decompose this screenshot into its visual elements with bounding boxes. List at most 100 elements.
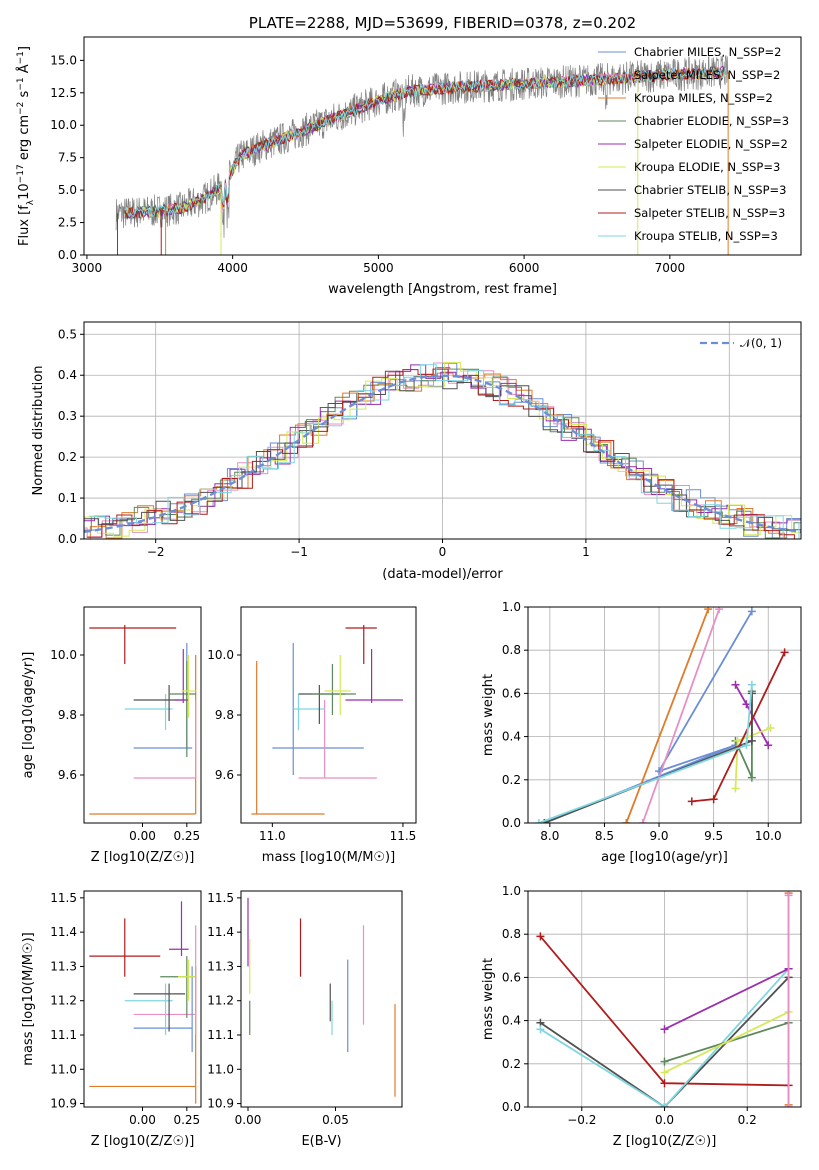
z-weight-point-salpeter_stelib — [660, 1079, 669, 1088]
spectrum-legend-label: Chabrier ELODIE, N_SSP=3 — [634, 114, 789, 128]
age-weight-point-kroupa_elodie — [766, 723, 775, 732]
spectrum-ylabel-part: ] — [17, 46, 32, 51]
age-weight-point-chabrier_elodie — [747, 773, 756, 782]
mass-age-xtick-label: 11.5 — [390, 829, 417, 843]
z-weight-series-salpeter_elodie — [664, 967, 789, 1031]
z-weight-point-salpeter_miles — [784, 1103, 793, 1107]
age-weight-point-chabrier_stelib — [747, 736, 756, 745]
z-weight-series-kroupa_elodie — [664, 1011, 789, 1074]
age-weight-point-kroupa_stelib — [742, 741, 751, 750]
z-weight-xtick-label: 0.2 — [738, 1113, 757, 1127]
spectrum-ylabel-part: −17 — [16, 164, 26, 183]
ebv-mass-ytick-label: 11.3 — [207, 959, 234, 973]
spectrum-legend-label: Salpeter MILES, N_SSP=2 — [634, 68, 780, 82]
residuals-xtick-label: 2 — [725, 545, 733, 559]
z-weight-ylabel: mass weight — [481, 958, 496, 1040]
age-weight-point-kroupa_stelib — [534, 819, 543, 823]
age-weight-point-kroupa_miles — [622, 819, 631, 823]
age-weight-ylabel: mass weight — [481, 674, 496, 756]
spectrum-ylabel: Flux [fλ10−17 erg cm−2 s−1 Å−1] — [16, 46, 36, 246]
z-mass-ytick-label: 11.5 — [50, 891, 77, 905]
age-weight-series-chabrier_miles — [544, 610, 753, 823]
z-weight-ytick-label: 0.4 — [502, 1014, 521, 1028]
spectrum-ytick-label: 7.5 — [58, 151, 77, 165]
z-weight-point-chabrier_elodie — [660, 1057, 669, 1066]
spectrum-ylabel-part: s — [17, 90, 32, 101]
age-weight-point-chabrier_miles — [747, 607, 756, 616]
z-age-xtick-label: 0.25 — [173, 829, 200, 843]
spectrum-xtick-label: 5000 — [363, 261, 394, 275]
age-weight-series-kroupa_miles — [625, 608, 710, 823]
age-weight-xtick-label: 9.5 — [704, 829, 723, 843]
age-weight-point-salpeter_stelib — [709, 795, 718, 804]
ebv-mass-panel: 0.00 0.05 10.9 11.0 11.1 11.2 11.3 11.4 11.5 E(B-… — [207, 890, 403, 1149]
mass-age-ytick-label: 9.8 — [215, 708, 234, 722]
z-weight-ytick-label: 1.0 — [502, 884, 521, 898]
spectrum-ylabel-part: erg cm — [17, 115, 32, 164]
age-weight-ytick-label: 0.8 — [502, 643, 521, 657]
spectrum-ytick-label: 0.0 — [58, 248, 77, 262]
age-weight-plot-area — [528, 607, 801, 823]
age-weight-point-salpeter_stelib — [687, 797, 696, 806]
spectrum-ylabel-part: Flux [f — [17, 205, 32, 246]
mass-age-xtick-label: 11.0 — [259, 829, 286, 843]
age-weight-point-kroupa_elodie — [733, 736, 742, 745]
spectrum-frame — [83, 36, 802, 256]
spectrum-xtick-label: 6000 — [509, 261, 540, 275]
residuals-hist-kroupa_stelib — [89, 364, 801, 539]
z-age-panel: 0.00 0.25 9.6 9.8 10.0 Z [log10(Z/Z☉)] age [lo… — [21, 606, 202, 865]
age-weight-point-salpeter_miles — [638, 819, 647, 823]
z-weight-ytick-label: 0.6 — [502, 970, 521, 984]
z-mass-frame — [83, 890, 202, 1108]
z-age-ytick-label: 9.6 — [58, 768, 77, 782]
spectrum-legend-label: Salpeter ELODIE, N_SSP=2 — [634, 137, 788, 151]
residuals-ytick-label: 0.5 — [58, 327, 77, 341]
spectrum-model-kroupa_stelib — [124, 67, 726, 218]
z-weight-ytick-label: 0.8 — [502, 927, 521, 941]
z-age-xlabel: Z [log10(Z/Z☉)] — [91, 850, 195, 865]
z-weight-series-chabrier_stelib — [539, 976, 790, 1107]
z-weight-ytick-label: 0.0 — [502, 1100, 521, 1114]
z-weight-point-kroupa_stelib — [536, 1025, 545, 1034]
age-weight-xtick-label: 8.5 — [595, 829, 614, 843]
ebv-mass-ytick-label: 10.9 — [207, 1097, 234, 1111]
spectrum-xtick-label: 3000 — [72, 261, 103, 275]
age-weight-point-kroupa_elodie — [731, 784, 740, 793]
z-age-ytick-label: 10.0 — [50, 648, 77, 662]
spectrum-title: PLATE=2288, MJD=53699, FIBERID=0378, z=0… — [249, 14, 636, 32]
residuals-hist-kroupa_elodie — [84, 362, 801, 537]
residuals-ytick-label: 0.4 — [58, 368, 77, 382]
z-weight-frame — [527, 890, 802, 1108]
spectrum-xtick-label: 7000 — [655, 261, 686, 275]
z-weight-point-salpeter_elodie — [660, 1025, 669, 1034]
residuals-frame — [83, 321, 802, 540]
age-weight-xtick-label: 10.0 — [755, 829, 782, 843]
spectrum-panel: 3000 4000 5000 6000 7000 0.0 2.5 5.0 7.5 10.0 12.5… — [16, 14, 802, 297]
spectrum-ytick-label: 10.0 — [50, 118, 77, 132]
age-weight-xtick-label: 9.0 — [649, 829, 668, 843]
z-weight-point-kroupa_stelib — [660, 1103, 669, 1107]
spectrum-ytick-label: 12.5 — [50, 86, 77, 100]
residuals-xtick-label: 0 — [439, 545, 447, 559]
ebv-mass-frame — [240, 890, 403, 1108]
z-mass-ytick-label: 11.0 — [50, 1062, 77, 1076]
spectrum-ytick-label: 5.0 — [58, 183, 77, 197]
z-weight-point-salpeter_miles — [784, 891, 793, 900]
spectrum-legend-label: Kroupa STELIB, N_SSP=3 — [634, 229, 778, 243]
spectrum-xlabel: wavelength [Angstrom, rest frame] — [328, 282, 557, 297]
residuals-ytick-label: 0.0 — [58, 532, 77, 546]
age-weight-series-chabrier_stelib — [544, 693, 753, 823]
z-weight-xlabel: Z [log10(Z/Z☉)] — [613, 1134, 717, 1149]
age-weight-panel: 8.0 8.5 9.0 9.5 10.0 0.0 0.2 0.4 0.6 0.8 1.0 age [l… — [481, 600, 802, 865]
spectrum-ylabel-part: −1 — [16, 51, 26, 64]
spectrum-ylabel-part: 10 — [17, 183, 32, 200]
z-mass-plot-area — [89, 901, 197, 1104]
age-weight-series-salpeter_miles — [641, 608, 720, 823]
z-mass-ytick-label: 10.9 — [50, 1097, 77, 1111]
age-weight-point-kroupa_stelib — [747, 680, 756, 689]
mass-age-plot-area — [251, 625, 403, 815]
residuals-ytick-label: 0.3 — [58, 409, 77, 423]
z-mass-xtick-label: 0.00 — [129, 1113, 156, 1127]
spectrum-legend-label: Chabrier MILES, N_SSP=2 — [634, 45, 781, 59]
